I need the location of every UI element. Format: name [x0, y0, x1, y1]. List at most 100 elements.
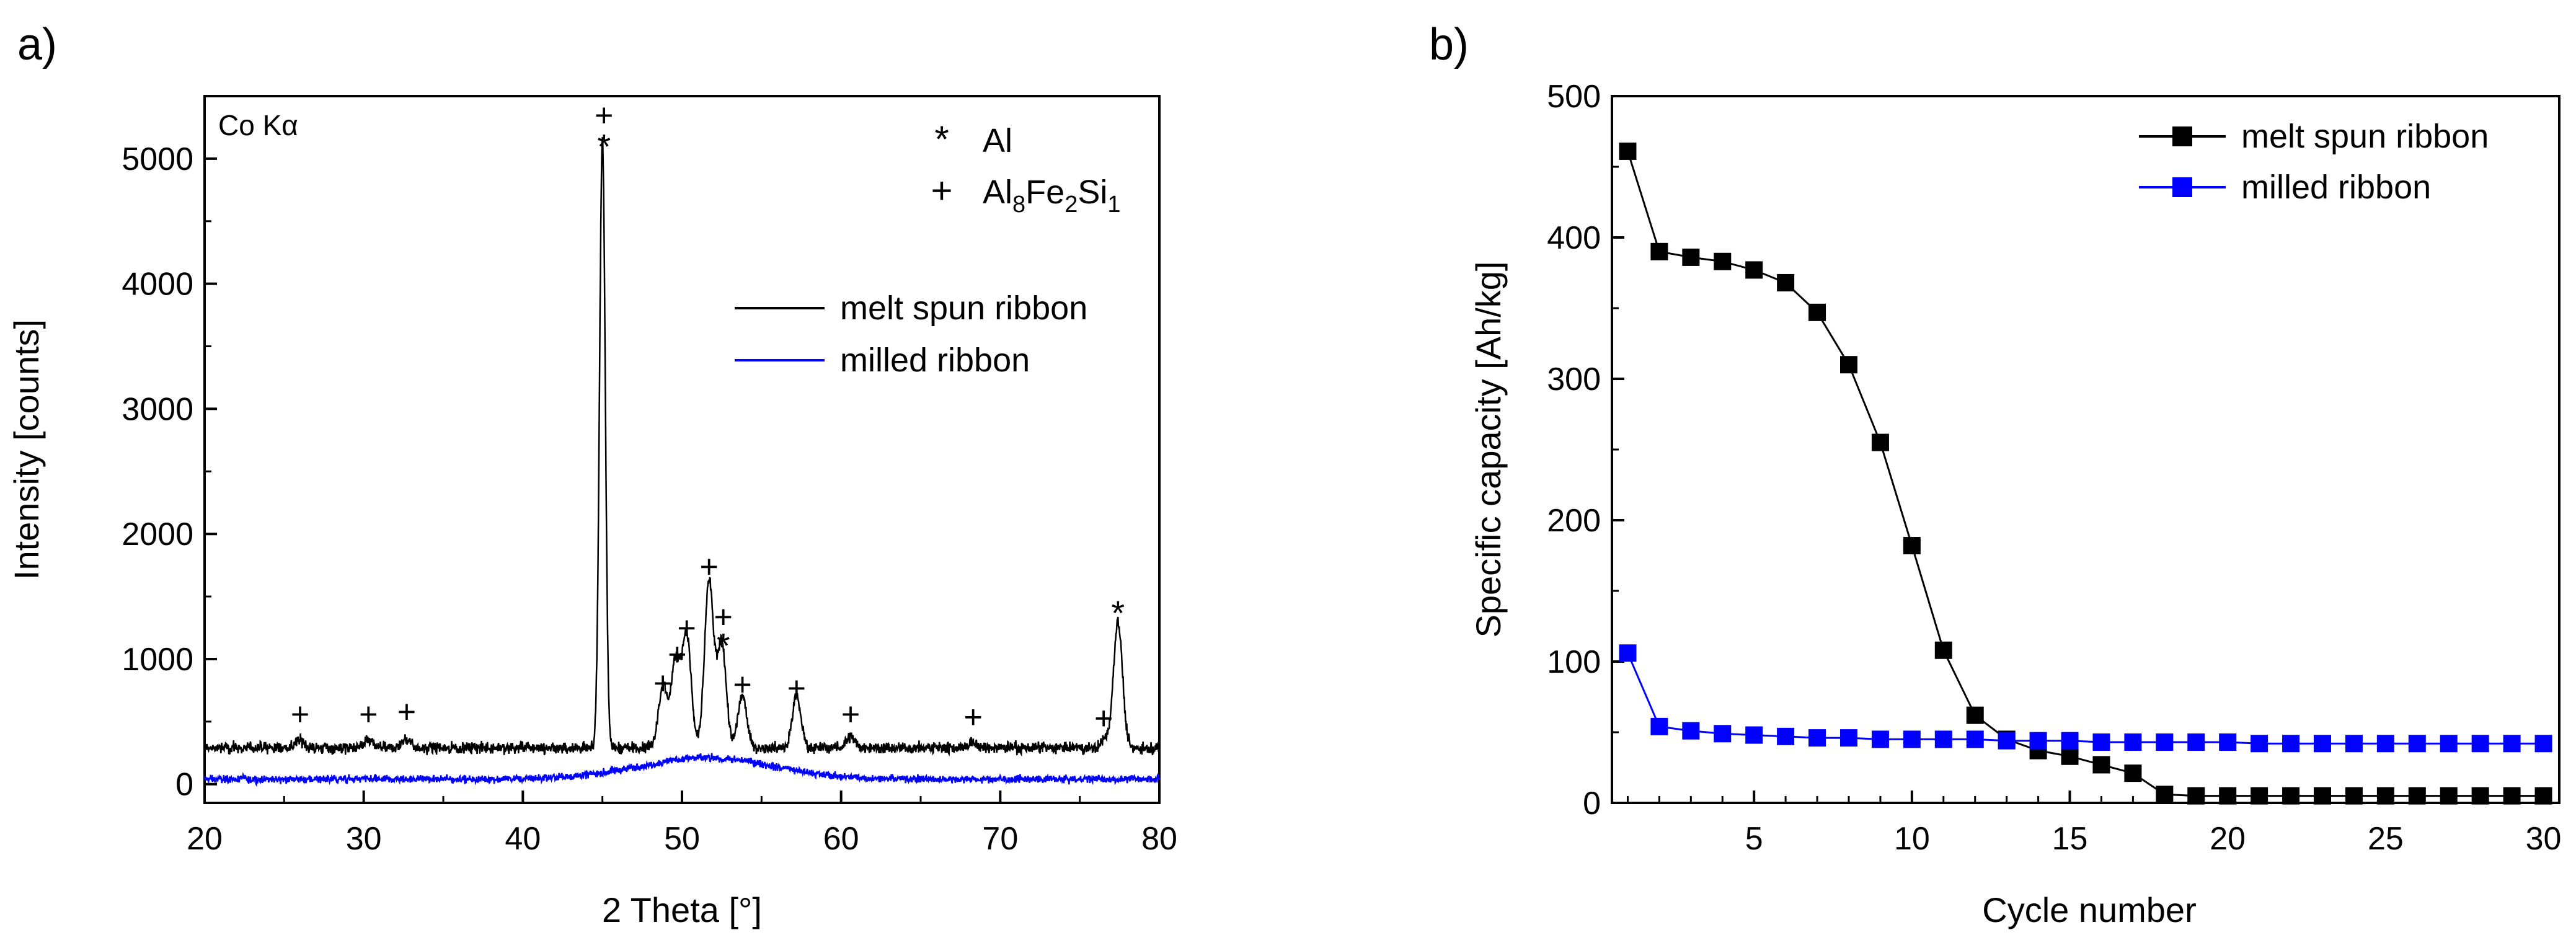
- milled-ribbon-capacity-point: [2471, 735, 2489, 753]
- al-peak-marker: *: [597, 127, 611, 166]
- melt-spun-ribbon-capacity-point: [1871, 433, 1889, 451]
- panel-b-x-tick-label: 5: [1745, 821, 1763, 857]
- panel-b-x-tick-label: 20: [2210, 821, 2246, 857]
- milled-ribbon-capacity-point: [2251, 735, 2268, 753]
- panel-b: b) Cycle number Specific capacity [Ah/kg…: [1429, 20, 2561, 929]
- milled-ribbon-capacity-point: [1934, 730, 1952, 748]
- panel-a-x-tick-label: 50: [664, 821, 700, 857]
- milled-ribbon-capacity-point: [1871, 730, 1889, 748]
- panel-b-x-tick-label: 10: [1894, 821, 1930, 857]
- panel-b-x-tick-label: 30: [2526, 821, 2562, 857]
- milled-ribbon-capacity-point: [2282, 735, 2300, 753]
- panel-b-y-tick-label: 300: [1547, 361, 1601, 397]
- melt-spun-ribbon-capacity-point: [2440, 787, 2458, 805]
- melt-spun-ribbon-capacity-point: [1650, 242, 1668, 260]
- milled-ribbon-line: [203, 753, 1161, 787]
- melt-spun-ribbon-capacity-point: [2503, 787, 2521, 805]
- melt-spun-ribbon-capacity-point: [2471, 787, 2489, 805]
- melt-spun-ribbon-capacity-point: [2156, 786, 2174, 804]
- melt-spun-ribbon-capacity-point: [2345, 787, 2363, 805]
- milled-ribbon-capacity-point: [1840, 729, 1857, 747]
- panel-a-x-tick-label: 70: [982, 821, 1018, 857]
- melt-spun-ribbon-capacity-point: [1934, 641, 1952, 659]
- panel-a-y-tick-label: 1000: [122, 642, 193, 678]
- milled-ribbon-capacity-point: [2029, 732, 2047, 750]
- milled-ribbon-capacity-point: [2534, 735, 2552, 753]
- milled-ribbon-capacity-point: [1650, 717, 1668, 735]
- panel-b-y-tick-label: 400: [1547, 220, 1601, 256]
- panel-a-annotation: Co Kα: [218, 109, 298, 141]
- milled-ribbon-capacity-point: [2061, 732, 2079, 750]
- intermetallic-peak-marker: +: [699, 549, 718, 585]
- phase-legend-symbol-al: *: [934, 118, 949, 160]
- panel-a-x-tick-label: 80: [1141, 821, 1177, 857]
- melt-spun-ribbon-capacity-point: [2408, 787, 2426, 805]
- intermetallic-peak-marker: +: [678, 611, 696, 647]
- panel-a-y-tick-label: 5000: [122, 141, 193, 177]
- panel-a-x-tick-label: 20: [187, 821, 223, 857]
- intermetallic-peak-marker: +: [714, 599, 733, 635]
- panel-a-x-tick-label: 30: [346, 821, 382, 857]
- melt-spun-ribbon-capacity-point: [1966, 706, 1984, 724]
- panel-a-y-tick-label: 2000: [122, 516, 193, 552]
- melt-spun-ribbon-capacity-point: [2251, 787, 2268, 805]
- milled-ribbon-capacity-point: [2187, 733, 2205, 751]
- panel-a-y-axis-label: Intensity [counts]: [7, 319, 46, 580]
- panel-a: a) Co Kα 2 Theta [°] Intensity [counts] …: [7, 20, 1177, 929]
- panel-a-label: a): [17, 20, 57, 69]
- panel-b-y-tick-label: 200: [1547, 503, 1601, 539]
- intermetallic-peak-marker: +: [668, 637, 686, 673]
- legend-label-melt-spun-ribbon: melt spun ribbon: [840, 290, 1087, 327]
- panel-b-legend: melt spun ribbon milled ribbon: [2139, 118, 2489, 206]
- milled-ribbon-capacity-point: [1998, 732, 2016, 750]
- milled-ribbon-capacity-point: [1619, 644, 1637, 662]
- milled-ribbon-capacity-point: [2314, 735, 2331, 753]
- panel-a-x-axis-label: 2 Theta [°]: [602, 890, 762, 929]
- melt-spun-ribbon-capacity-point: [1619, 142, 1637, 160]
- melt-spun-ribbon-line: [203, 137, 1161, 757]
- panel-b-x-axis-label: Cycle number: [1982, 890, 2196, 929]
- melt-spun-ribbon-capacity-point: [1808, 303, 1826, 321]
- panel-a-x-tick-label: 40: [505, 821, 541, 857]
- melt-spun-ribbon-capacity-point: [1745, 261, 1763, 279]
- panel-a-series-legend: melt spun ribbon milled ribbon: [735, 290, 1087, 379]
- al-peak-marker: *: [1111, 593, 1125, 632]
- intermetallic-peak-marker: +: [733, 667, 751, 702]
- panel-b-label: b): [1429, 20, 1469, 69]
- panel-b-x-tick-label: 25: [2368, 821, 2404, 857]
- intermetallic-peak-marker: +: [787, 670, 806, 706]
- milled-ribbon-capacity-point: [2408, 735, 2426, 753]
- milled-ribbon-capacity-point: [2376, 735, 2394, 753]
- milled-ribbon-capacity-point: [1966, 730, 1984, 748]
- panel-a-phase-legend: * Al + Al8Fe2Si1: [931, 118, 1120, 218]
- panel-a-x-tick-label: 60: [823, 821, 859, 857]
- melt-spun-ribbon-capacity-point: [1777, 273, 1795, 291]
- panel-b-y-tick-label: 0: [1583, 786, 1601, 822]
- melt-spun-ribbon-capacity-point: [1714, 252, 1732, 270]
- intermetallic-peak-marker: +: [595, 97, 613, 133]
- panel-b-y-tick-label: 500: [1547, 79, 1601, 115]
- phase-legend-label-intermetallic: Al8Fe2Si1: [983, 174, 1120, 218]
- milled-ribbon-capacity-point: [1903, 730, 1921, 748]
- phase-legend-label-al: Al: [983, 122, 1012, 159]
- melt-spun-ribbon-capacity-point: [2219, 787, 2237, 805]
- milled-ribbon-capacity-point: [2092, 733, 2110, 751]
- melt-spun-ribbon-capacity-point: [1840, 356, 1857, 374]
- milled-ribbon-capacity-point: [1808, 729, 1826, 747]
- intermetallic-peak-marker: +: [397, 694, 416, 730]
- milled-ribbon-capacity-point: [1777, 727, 1795, 745]
- panel-a-y-tick-label: 0: [175, 767, 193, 803]
- legend-label-milled-ribbon: milled ribbon: [840, 342, 1030, 379]
- milled-ribbon-capacity-point: [2156, 733, 2174, 751]
- melt-spun-ribbon-capacity-point: [2061, 747, 2079, 765]
- phase-legend-symbol-intermetallic: +: [931, 170, 952, 211]
- intermetallic-peak-marker: +: [653, 665, 672, 701]
- intermetallic-peak-marker: +: [1094, 701, 1113, 737]
- panel-b-x-tick-label: 15: [2052, 821, 2088, 857]
- intermetallic-peak-marker: +: [841, 697, 860, 733]
- panel-b-y-tick-label: 100: [1547, 644, 1601, 680]
- milled-ribbon-capacity-point: [1745, 726, 1763, 744]
- melt-spun-ribbon-capacity-point: [2282, 787, 2300, 805]
- milled-ribbon-capacity-point: [2219, 733, 2237, 751]
- panel-a-y-tick-label: 4000: [122, 267, 193, 303]
